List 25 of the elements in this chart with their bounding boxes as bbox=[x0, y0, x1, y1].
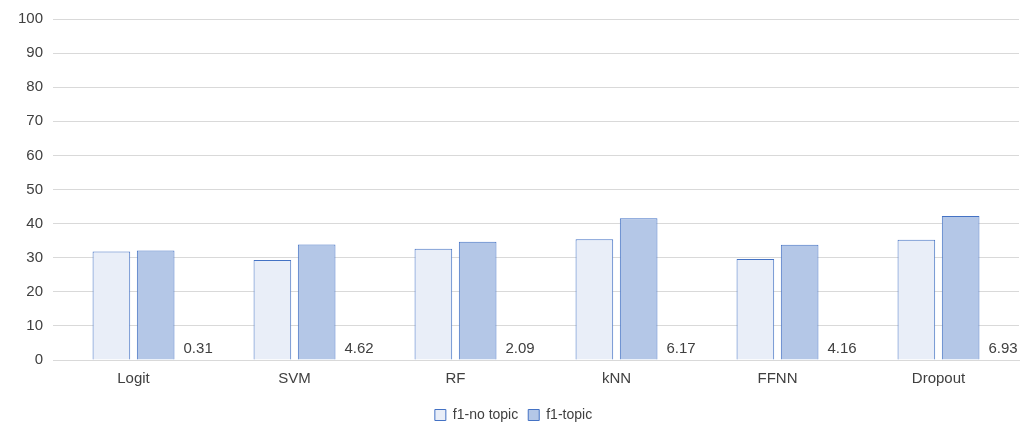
y-tick-label: 0 bbox=[34, 350, 44, 368]
y-tick-label: 100 bbox=[18, 9, 44, 27]
x-tick-label: kNN bbox=[601, 369, 632, 387]
y-tick-label: 80 bbox=[26, 77, 44, 95]
annotation: 6.93 bbox=[988, 338, 1018, 356]
annotation: 6.17 bbox=[666, 338, 696, 356]
y-tick-label: 10 bbox=[26, 316, 44, 334]
y-tick-label: 30 bbox=[26, 247, 44, 265]
y-tick-label: 60 bbox=[26, 145, 44, 163]
legend-label: f1-topic bbox=[546, 405, 593, 422]
y-tick-label: 70 bbox=[26, 111, 44, 129]
y-tick-label: 50 bbox=[26, 179, 44, 197]
annotation: 4.62 bbox=[344, 338, 374, 356]
y-tick-label: 90 bbox=[26, 43, 44, 61]
x-tick-label: SVM bbox=[278, 369, 311, 387]
annotation: 4.16 bbox=[827, 338, 857, 356]
legend-label: f1-no topic bbox=[452, 405, 519, 422]
x-tick-label: RF bbox=[445, 369, 466, 387]
x-tick-label: Logit bbox=[117, 369, 151, 387]
annotation: 2.09 bbox=[505, 338, 535, 356]
x-tick-label: FFNN bbox=[757, 369, 798, 387]
annotation: 0.31 bbox=[183, 338, 213, 356]
y-tick-label: 40 bbox=[26, 213, 44, 231]
y-tick-label: 20 bbox=[26, 281, 44, 299]
x-tick-label: Dropout bbox=[911, 369, 967, 387]
